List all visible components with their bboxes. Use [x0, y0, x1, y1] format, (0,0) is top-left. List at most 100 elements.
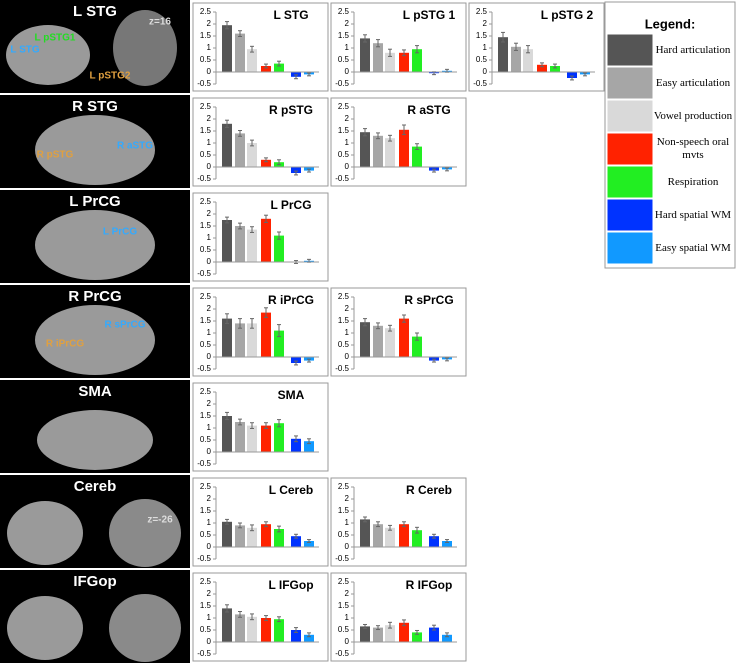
region-label: z=16: [149, 17, 171, 28]
y-tick-label: 1.5: [338, 506, 350, 515]
y-tick-label: 0.5: [476, 55, 488, 64]
legend-text-box: Easy articulation: [656, 77, 730, 89]
brain-image: [113, 10, 177, 86]
y-tick-label: 2: [345, 589, 350, 598]
bar: [550, 66, 560, 72]
chart-title: L Cereb: [269, 483, 313, 497]
y-tick-label: 0.5: [338, 340, 350, 349]
y-tick-label: 1: [207, 328, 212, 337]
chart-box: [192, 382, 329, 472]
y-tick-label: 1: [207, 43, 212, 52]
chart-title: R Cereb: [406, 483, 452, 497]
y-tick-label: 1: [207, 613, 212, 622]
row-title: SMA: [78, 383, 112, 400]
y-tick-label: 0.5: [200, 150, 212, 159]
bar: [247, 229, 257, 262]
y-tick-label: 1: [345, 518, 350, 527]
y-tick-label: 0.5: [338, 150, 350, 159]
y-tick-label: 2.5: [200, 387, 212, 396]
bar: [222, 521, 232, 547]
bar: [235, 133, 245, 167]
bar: [442, 541, 452, 547]
bar: [360, 132, 370, 167]
y-tick-label: 2: [207, 304, 212, 313]
y-tick-label: -0.5: [197, 269, 211, 278]
region-label: L PrCG: [103, 227, 137, 238]
region-label: L STG: [10, 45, 39, 56]
bar: [291, 167, 301, 173]
bar: [261, 312, 271, 357]
legend-swatch: [606, 33, 654, 67]
y-tick-label: 2.5: [338, 482, 350, 491]
y-tick-label: 2.5: [338, 7, 350, 16]
y-tick-label: 2: [207, 399, 212, 408]
brain-image: [109, 594, 181, 662]
bar: [247, 425, 257, 452]
bar: [412, 49, 422, 72]
legend-swatch: [606, 231, 654, 265]
bar: [274, 330, 284, 357]
bar: [511, 46, 521, 72]
bar: [429, 627, 439, 642]
y-tick-label: 0.5: [200, 55, 212, 64]
y-tick-label: 0.5: [200, 435, 212, 444]
y-tick-label: 1.5: [200, 506, 212, 515]
bar: [304, 441, 314, 452]
legend-text-box: Easy spatial WM: [655, 241, 731, 254]
bar: [399, 622, 409, 642]
region-label: z=-26: [147, 515, 173, 526]
chart-title: L STG: [273, 8, 308, 22]
bar: [373, 43, 383, 72]
bar: [247, 616, 257, 642]
bar: [304, 541, 314, 547]
y-tick-label: 1.5: [200, 601, 212, 610]
brain-image: [37, 410, 153, 470]
y-tick-label: 0: [345, 162, 350, 171]
region-label: R sPrCG: [104, 320, 145, 331]
legend-label: Easy spatial WM: [655, 241, 731, 254]
bar: [385, 527, 395, 547]
legend-label: Hard spatial WM: [654, 208, 732, 221]
brain-image: [109, 499, 181, 567]
bar: [412, 336, 422, 357]
bar: [399, 524, 409, 547]
chart-title: R aSTG: [407, 103, 450, 117]
bar: [261, 218, 271, 262]
bar: [261, 524, 271, 547]
bar: [274, 235, 284, 262]
chart-title: R IFGop: [406, 578, 453, 592]
y-tick-label: 0.5: [200, 625, 212, 634]
bar: [222, 318, 232, 357]
bar: [247, 49, 257, 72]
bar: [235, 422, 245, 452]
legend-swatch: [606, 132, 654, 166]
bar: [385, 138, 395, 167]
y-tick-label: 0: [483, 67, 488, 76]
y-tick-label: -0.5: [335, 364, 349, 373]
y-tick-label: 0: [207, 637, 212, 646]
chart-title: L PrCG: [270, 198, 311, 212]
brain-image: [35, 305, 155, 375]
bar: [235, 323, 245, 357]
legend-label: Vowel production: [653, 109, 733, 122]
region-label: R aSTG: [117, 141, 153, 152]
legend-label: Non-speech oral mvts: [656, 136, 730, 161]
y-tick-label: 1.5: [200, 221, 212, 230]
y-tick-label: 1.5: [338, 126, 350, 135]
y-tick-label: 2.5: [200, 482, 212, 491]
legend-swatch: [606, 198, 654, 232]
row-title: R PrCG: [68, 288, 121, 305]
bar: [429, 536, 439, 547]
brain-image: [35, 210, 155, 280]
chart-title: L pSTG 1: [403, 8, 456, 22]
bar: [291, 438, 301, 452]
y-tick-label: -0.5: [335, 649, 349, 658]
y-tick-label: 0: [207, 542, 212, 551]
bar: [222, 25, 232, 72]
y-tick-label: 2: [207, 209, 212, 218]
bar: [360, 626, 370, 642]
bar: [412, 530, 422, 547]
brain-image: [7, 596, 83, 660]
y-tick-label: 2.5: [200, 102, 212, 111]
bar: [235, 614, 245, 642]
